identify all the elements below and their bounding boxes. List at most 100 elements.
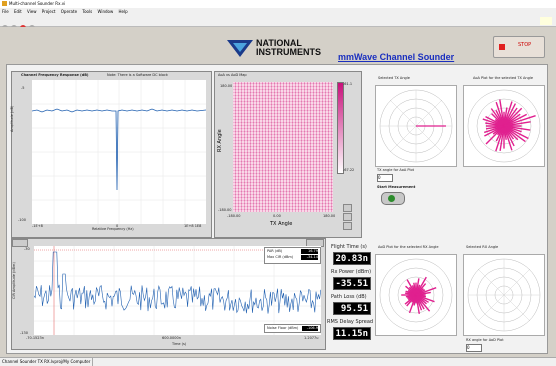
menu-project[interactable]: Project xyxy=(41,9,56,14)
colorscale-top: -61.1 xyxy=(343,82,353,86)
aoa-polar-svg xyxy=(467,89,541,163)
menu-file[interactable]: File xyxy=(2,9,9,14)
header-area xyxy=(0,27,556,57)
aod-polar-plot[interactable] xyxy=(375,254,457,336)
aoa-tx-title: AoA Plot for the selected TX Angle xyxy=(473,76,533,80)
path-loss-value: 95.51 xyxy=(333,302,371,315)
tx-angle-input[interactable]: 0 xyxy=(377,174,393,182)
freq-ylabel: Amplitude (dB) xyxy=(10,105,14,132)
max-cir-label: Max CIR (dBm) xyxy=(267,255,294,259)
brand-line2: INSTRUMENTS xyxy=(256,47,321,57)
cir-xlabel: Time (s) xyxy=(172,342,187,346)
selected-tx-polar[interactable] xyxy=(375,85,457,167)
aoa-ytick-top: 180.00 xyxy=(220,84,233,88)
polar-ray xyxy=(503,125,529,140)
window-title: Multi-channel Sounder Rx.vi xyxy=(9,1,66,6)
menu-edit[interactable]: Edit xyxy=(13,9,22,14)
zoom-icon[interactable] xyxy=(343,204,352,212)
polar-ray xyxy=(415,291,431,296)
toolbar xyxy=(0,16,556,31)
freq-trace-svg xyxy=(31,80,207,224)
cir-ylabel: CIR Amplitude (dBm) xyxy=(12,262,16,299)
tx-polar-svg xyxy=(379,89,453,163)
start-measurement-label: Start Measurement xyxy=(377,185,416,189)
aoa-ytick-bottom: -180.00 xyxy=(218,208,232,212)
path-loss-label: Path Loss (dB) xyxy=(331,294,367,300)
aod-polar-svg xyxy=(379,258,453,332)
flight-time-label: Flight Time (s) xyxy=(331,244,367,250)
aoa-map-title: AoA vs AoD Map xyxy=(218,73,247,77)
stop-button[interactable]: STOP xyxy=(493,36,545,58)
tab-strip: ResultsRX SettingsFAR ConfigSave Setting… xyxy=(9,56,253,75)
freq-ytick-bottom: -100 xyxy=(18,218,26,222)
rx-power-label: Rx Power (dBm) xyxy=(331,269,372,275)
menu-tools[interactable]: Tools xyxy=(82,9,93,14)
aoa-xlabel: TX Angle xyxy=(270,221,293,227)
noise-floor-value: -106.9 xyxy=(302,326,318,331)
cir-xtick-first: -70.1523n xyxy=(26,336,44,340)
aod-rx-title: AoD Plot for the selected RX Angle xyxy=(378,245,439,249)
ni-logo: NATIONAL INSTRUMENTS xyxy=(225,37,325,59)
status-bar: Channel Sounder TX RX.lvproj/My Computer xyxy=(0,357,556,366)
rx-angle-input-label: RX angle for AoD Plot xyxy=(466,338,504,342)
colorscale-bottom: -67.22 xyxy=(343,168,355,172)
menu-bar: File Edit View Project Operate Tools Win… xyxy=(0,8,556,16)
cir-ytick-bottom: -130 xyxy=(20,331,28,335)
cir-graph: Channel Impulse Response (dBm) PAR (dB) … xyxy=(11,238,326,350)
cir-xtick-mid: 600.0000n xyxy=(162,336,181,340)
freq-xtick-first: -1E+8 xyxy=(32,224,43,228)
polar-ray xyxy=(503,115,536,127)
selected-tx-title: Selected TX Angle xyxy=(378,76,410,80)
noise-floor-label: Noise Floor (dBm) xyxy=(267,326,299,330)
rx-angle-input[interactable]: 0 xyxy=(466,344,482,352)
start-measurement-button[interactable] xyxy=(381,192,405,205)
cursor-icon[interactable] xyxy=(343,222,352,230)
ni-eagle-icon xyxy=(227,40,253,57)
cir-legend: PAR (dB) 16.79 Max CIR (dBm) -34.14 xyxy=(264,247,321,264)
flight-time-value: 20.83n xyxy=(333,252,371,265)
rx-polar-svg xyxy=(467,258,541,332)
menu-view[interactable]: View xyxy=(27,9,37,14)
polar-ray xyxy=(499,99,505,127)
freq-graph-title: Channel Frequency Response (dB) xyxy=(21,73,89,77)
cir-ytick-top: -30 xyxy=(24,247,30,251)
max-cir-value: -34.14 xyxy=(301,255,318,260)
aoa-xtick-mid: 0.00 xyxy=(273,214,281,218)
help-icon[interactable] xyxy=(540,17,552,25)
brand-line1: NATIONAL xyxy=(256,38,302,48)
tx-angle-input-label: TX angle for AoA Plot xyxy=(377,168,414,172)
par-value: 16.79 xyxy=(301,249,318,254)
colorscale-bar xyxy=(337,82,344,174)
cir-autoscale-icon[interactable] xyxy=(12,239,28,247)
app-title: mmWave Channel Sounder xyxy=(338,52,455,62)
menu-operate[interactable]: Operate xyxy=(60,9,78,14)
freq-plot-area[interactable] xyxy=(31,80,207,224)
selected-rx-polar[interactable] xyxy=(463,254,545,336)
window-title-bar: Multi-channel Sounder Rx.vi xyxy=(0,0,556,8)
par-label: PAR (dB) xyxy=(267,249,283,253)
stop-led-icon xyxy=(499,44,505,50)
app-icon xyxy=(2,1,7,6)
rms-delay-value: 11.15n xyxy=(333,327,371,340)
menu-window[interactable]: Window xyxy=(97,9,114,14)
selected-rx-title: Selected RX Angle xyxy=(466,245,499,249)
cir-xtick-last: 1.2077u xyxy=(304,336,319,340)
graph-tools-palette xyxy=(343,204,352,230)
aoa-xtick-last: 180.00 xyxy=(323,214,336,218)
freq-ytick-top: -5 xyxy=(21,86,25,90)
aoa-aod-map: AoA vs AoD Map -61.1 -67.22 180.00 -180.… xyxy=(214,71,362,238)
aoa-ylabel: RX Angle xyxy=(217,129,223,152)
start-led-icon xyxy=(388,195,395,202)
freq-response-graph: Channel Frequency Response (dB) Note: Th… xyxy=(10,71,212,238)
stop-label: STOP xyxy=(518,42,532,48)
noise-floor-box: Noise Floor (dBm) -106.9 xyxy=(264,324,321,333)
aoa-polar-plot[interactable] xyxy=(463,85,545,167)
rx-power-value: -35.51 xyxy=(333,277,371,290)
rms-delay-label: RMS Delay Spread (s) xyxy=(327,319,382,325)
menu-help[interactable]: Help xyxy=(118,9,128,14)
freq-xlabel: Relative Frequency (Hz) xyxy=(92,227,134,231)
pan-icon[interactable] xyxy=(343,213,352,221)
project-path: Channel Sounder TX RX.lvproj/My Computer xyxy=(0,358,94,366)
polar-ray xyxy=(503,121,531,127)
aoa-heatmap[interactable] xyxy=(233,82,333,212)
